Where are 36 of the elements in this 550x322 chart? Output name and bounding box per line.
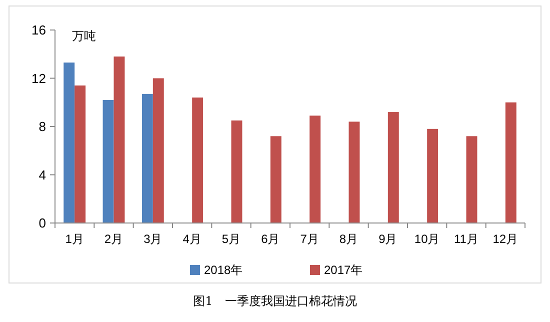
y-tick-label: 16 (32, 22, 46, 38)
bar (388, 112, 399, 223)
bar (427, 128, 438, 223)
bar (270, 136, 282, 223)
x-tick-label: 5月 (222, 232, 241, 246)
x-tick-label: 10月 (414, 232, 440, 246)
bar (231, 120, 242, 223)
legend-label: 2017年 (324, 263, 363, 278)
x-tick-label: 8月 (339, 232, 358, 246)
bar (64, 62, 75, 223)
x-tick-label: 12月 (492, 232, 518, 246)
y-axis-title: 万吨 (72, 29, 96, 43)
bar (142, 94, 153, 223)
bar (152, 78, 164, 223)
bar (310, 116, 321, 223)
caption: 图1 一季度我国进口棉花情况 (193, 294, 357, 308)
x-tick-label: 9月 (378, 232, 398, 246)
y-tick-label: 4 (38, 167, 46, 182)
bar (192, 98, 204, 223)
bar (114, 56, 125, 223)
x-tick-label: 6月 (261, 232, 280, 246)
x-tick-label: 11月 (454, 232, 478, 246)
x-tick-label: 4月 (182, 232, 202, 246)
y-tick-label: 12 (32, 70, 46, 86)
x-tick-label: 3月 (144, 232, 162, 246)
y-tick-label: 0 (38, 216, 46, 231)
bar (466, 136, 478, 223)
x-tick-label: 2月 (104, 232, 124, 246)
bar (348, 122, 360, 223)
legend-label: 2018年 (204, 263, 243, 278)
bar (505, 102, 516, 223)
x-tick-label: 7月 (300, 232, 319, 246)
bar (102, 100, 114, 223)
x-tick-label: 1月 (65, 232, 84, 246)
y-tick-label: 8 (38, 119, 46, 134)
bar (74, 85, 86, 223)
